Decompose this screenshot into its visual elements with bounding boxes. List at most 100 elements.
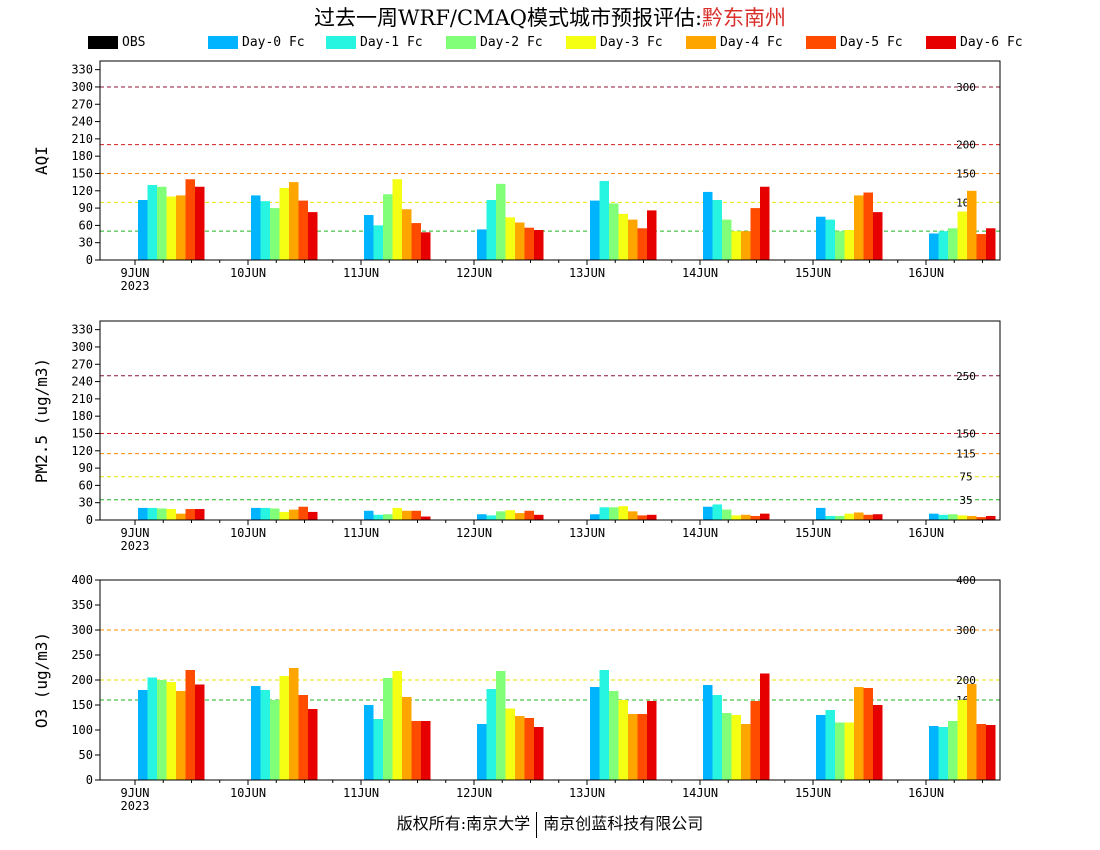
bar <box>486 200 496 260</box>
x-tick-label: 14JUN <box>682 786 718 800</box>
legend-item-day-4-fc: Day-4 Fc <box>686 34 783 50</box>
y-tick-label: 30 <box>79 236 93 250</box>
bar <box>816 216 826 260</box>
x-tick-label: 12JUN <box>456 526 492 540</box>
threshold-label: 35 <box>959 494 972 507</box>
bar <box>383 194 393 260</box>
y-tick-label: 240 <box>71 115 93 129</box>
bar <box>929 513 939 520</box>
bar <box>176 195 186 260</box>
bar <box>185 670 195 780</box>
bar <box>760 186 770 260</box>
bar <box>703 506 713 520</box>
bar <box>863 514 873 520</box>
bar <box>618 700 628 780</box>
bar <box>373 514 383 520</box>
bar <box>637 228 647 260</box>
bar <box>873 212 883 260</box>
plot-frame <box>99 60 1001 261</box>
bar <box>967 515 977 520</box>
y-tick-label: 120 <box>71 444 93 458</box>
bar <box>976 234 986 260</box>
bar <box>402 209 412 260</box>
y-tick-label: 250 <box>71 648 93 662</box>
bar <box>515 513 525 520</box>
x-tick-label: 9JUN <box>121 786 150 800</box>
x-year-label: 2023 <box>121 799 150 813</box>
bar <box>138 690 148 780</box>
footer-right: 南京创蓝科技有限公司 <box>543 814 704 833</box>
legend-item-day-2-fc: Day-2 Fc <box>446 34 543 50</box>
bar <box>373 719 383 780</box>
bar <box>618 506 628 520</box>
x-tick-label: 14JUN <box>682 526 718 540</box>
y-tick-label: 300 <box>71 623 93 637</box>
bar <box>647 514 657 520</box>
bar <box>948 721 958 780</box>
legend-label: Day-6 Fc <box>960 34 1023 50</box>
bar <box>825 515 835 520</box>
bar <box>195 509 205 520</box>
bar <box>270 508 280 520</box>
chart-title: 过去一周WRF/CMAQ模式城市预报评估:黔东南州 <box>0 2 1100 32</box>
y-tick-label: 90 <box>79 201 93 215</box>
y-tick-label: 0 <box>86 253 93 267</box>
legend-label: Day-1 Fc <box>360 34 423 50</box>
y-tick-label: 50 <box>79 748 93 762</box>
threshold-label: 250 <box>956 370 976 383</box>
bar <box>599 670 609 780</box>
bar <box>289 668 299 780</box>
y-axis-label: PM2.5 (ug/m3) <box>32 358 51 483</box>
x-tick-label: 16JUN <box>908 786 944 800</box>
y-tick-label: 0 <box>86 513 93 527</box>
bar <box>176 691 186 780</box>
bar <box>590 200 600 260</box>
y-tick-label: 210 <box>71 392 93 406</box>
bar <box>741 514 751 520</box>
bar <box>825 710 835 780</box>
bar <box>524 510 534 520</box>
bar <box>938 514 948 520</box>
legend-swatch <box>208 35 238 49</box>
legend-label: Day-2 Fc <box>480 34 543 50</box>
legend-label: Day-3 Fc <box>600 34 663 50</box>
y-tick-label: 120 <box>71 184 93 198</box>
legend-item-obs: OBS <box>88 34 145 50</box>
bar <box>854 687 864 780</box>
y-tick-label: 300 <box>71 80 93 94</box>
y-axis-label: AQI <box>32 146 51 175</box>
x-tick-label: 12JUN <box>456 266 492 280</box>
bar <box>618 213 628 260</box>
bar <box>609 507 619 520</box>
bar <box>505 217 515 260</box>
y-tick-label: 300 <box>71 340 93 354</box>
bar <box>609 691 619 780</box>
bar <box>957 700 967 780</box>
legend-label: OBS <box>122 34 146 50</box>
bar <box>411 721 421 780</box>
bar <box>534 727 544 780</box>
bar <box>750 701 760 780</box>
bar <box>712 695 722 780</box>
bar <box>986 228 996 260</box>
bar <box>722 219 732 260</box>
bar <box>251 195 261 260</box>
chart-panel-2: 35 75 115 150 250 0 30 60 90 120 150 180 210 240 270 30… <box>32 320 1001 553</box>
bar <box>835 515 845 520</box>
legend-item-day-6-fc: Day-6 Fc <box>926 34 1023 50</box>
legend-swatch <box>88 35 118 49</box>
bar <box>976 517 986 520</box>
bar <box>929 726 939 780</box>
bar <box>524 227 534 260</box>
title-city: 黔东南州 <box>702 6 787 30</box>
bar <box>929 233 939 260</box>
bar <box>741 231 751 260</box>
bar <box>628 511 638 520</box>
bar <box>844 513 854 520</box>
bar <box>251 686 261 780</box>
threshold-label: 200 <box>956 674 976 687</box>
bar <box>505 708 515 780</box>
y-tick-label: 150 <box>71 426 93 440</box>
bar <box>496 183 506 260</box>
legend-item-day-0-fc: Day-0 Fc <box>208 34 305 50</box>
